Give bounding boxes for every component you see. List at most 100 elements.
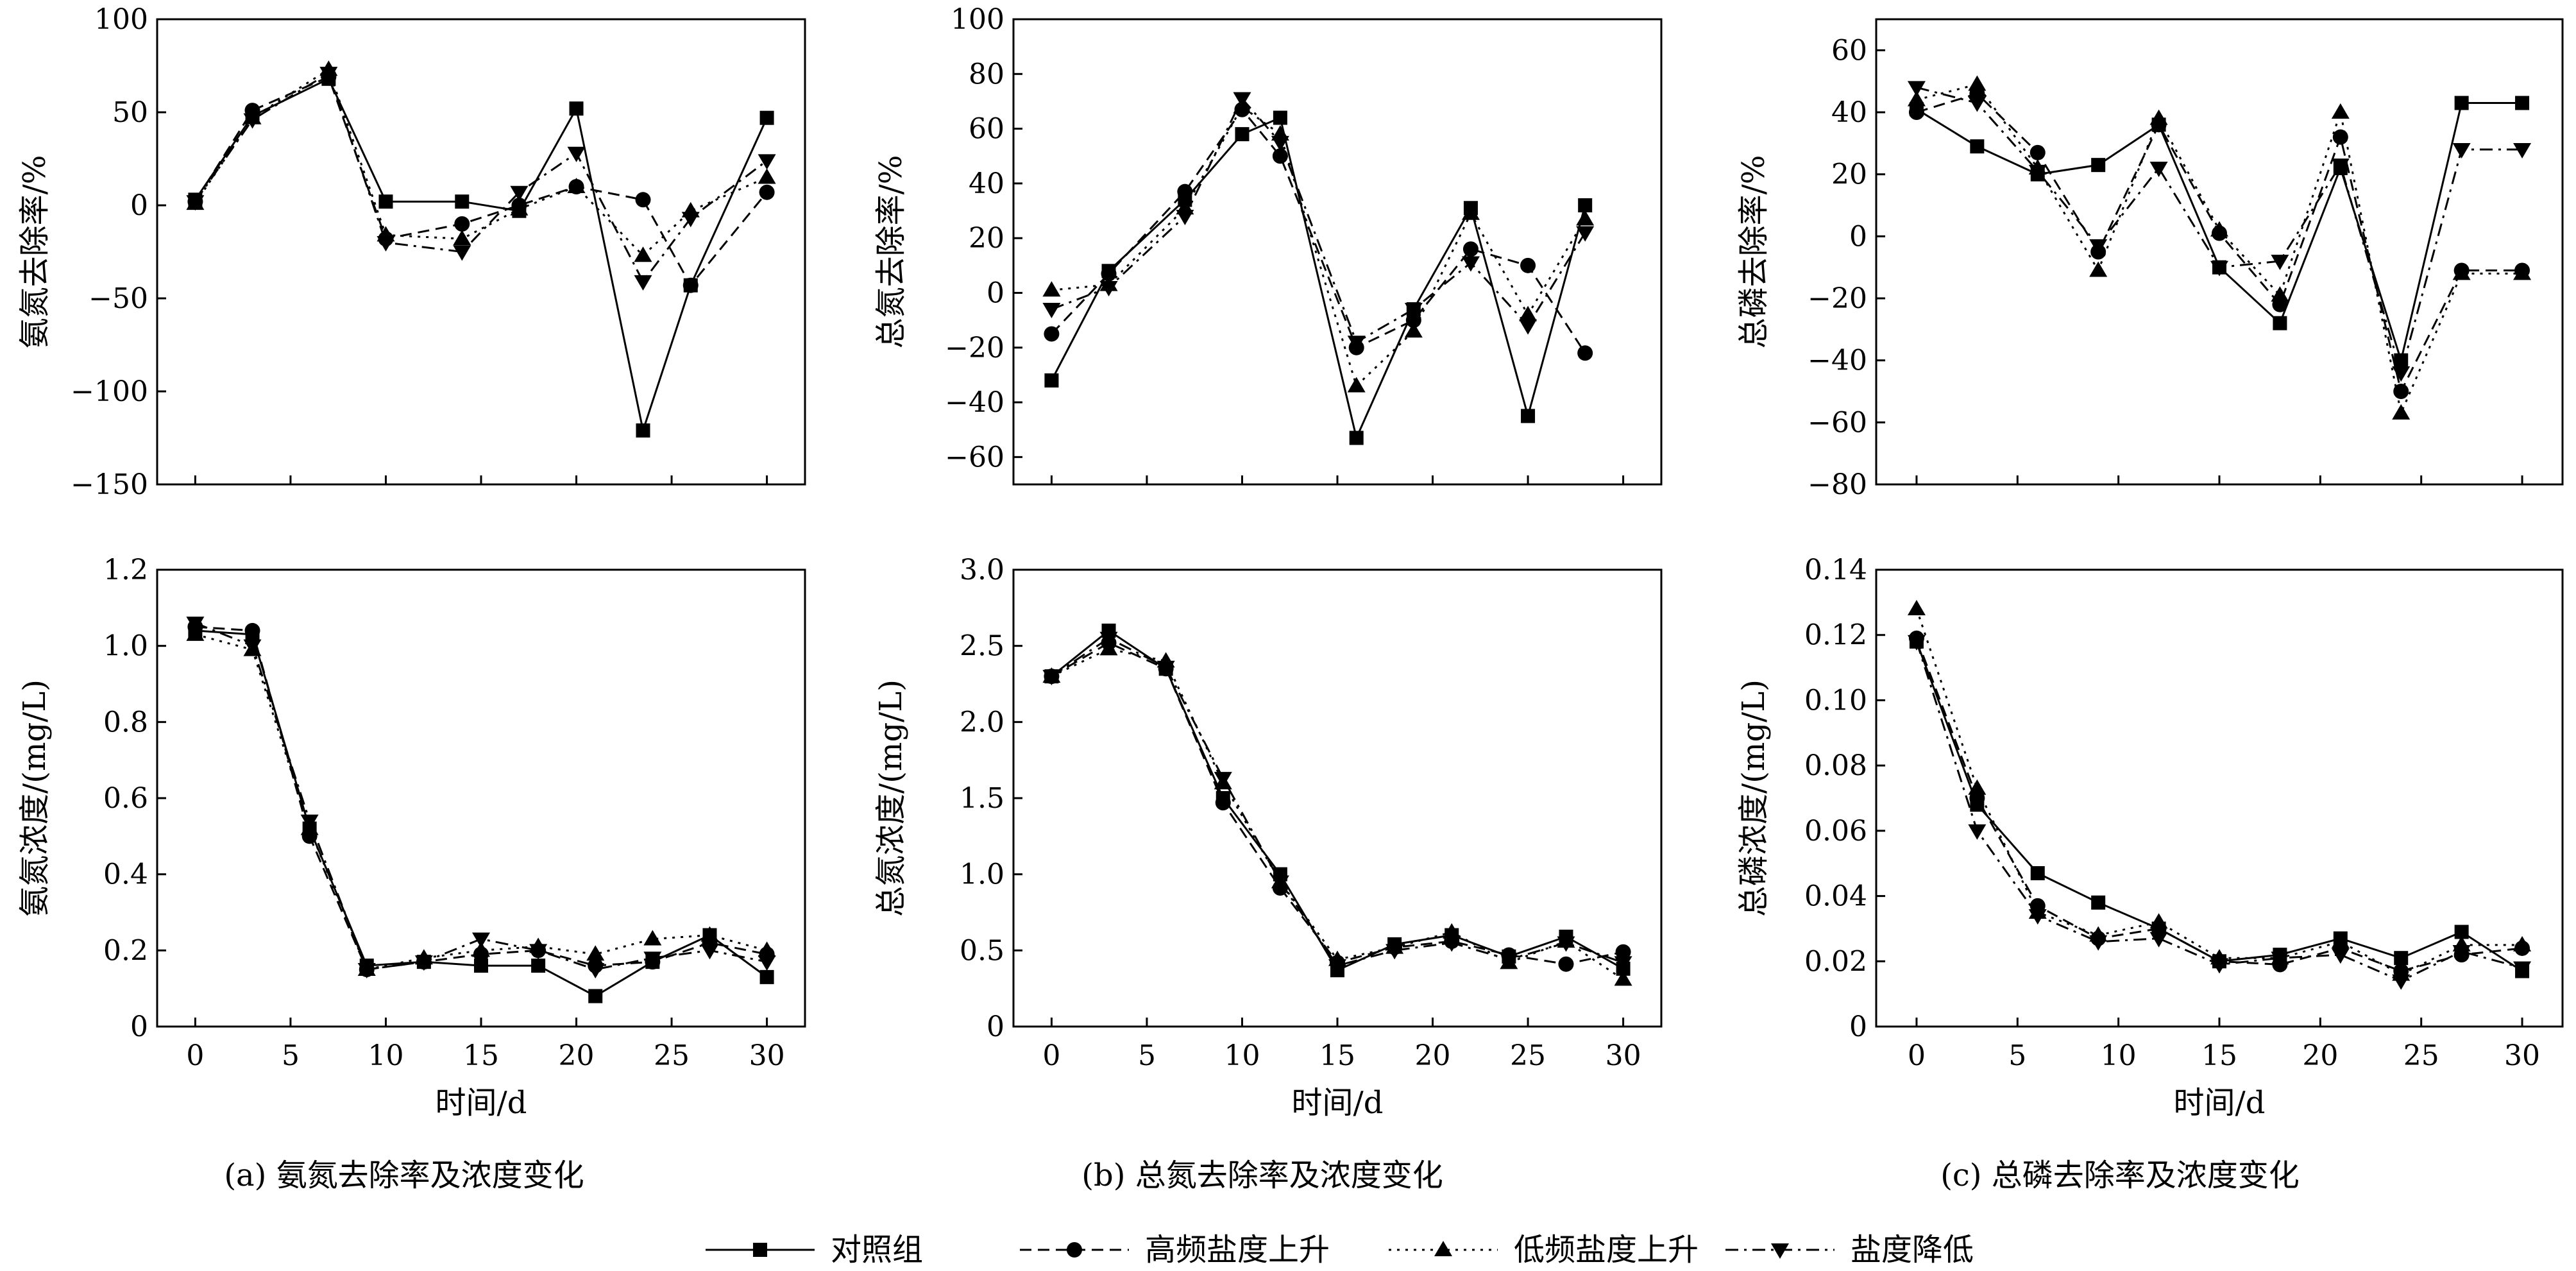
data-point: [759, 110, 774, 125]
data-point: [2393, 384, 2409, 399]
data-point: [2331, 948, 2350, 964]
y-tick-label: 3.0: [960, 554, 1004, 586]
series-line: [1051, 105, 1586, 388]
series-line: [1051, 116, 1586, 441]
data-point: [636, 423, 650, 438]
series-circle: [1044, 635, 1631, 972]
x-tick-label: 30: [1606, 1039, 1641, 1072]
data-point: [758, 168, 776, 184]
data-point: [1233, 92, 1251, 108]
data-point: [300, 814, 319, 830]
data-point: [472, 941, 490, 957]
x-tick-label: 5: [282, 1039, 300, 1072]
data-point: [1404, 322, 1423, 338]
data-point: [643, 951, 662, 968]
caption-a: (a) 氨氮去除率及浓度变化: [224, 1157, 584, 1193]
series-circle: [1044, 101, 1593, 361]
data-point: [2452, 945, 2471, 961]
data-point: [1272, 148, 1288, 164]
y-tick-label: −60: [945, 441, 1004, 473]
data-point: [1214, 772, 1232, 788]
data-point: [2029, 144, 2046, 160]
data-point: [1968, 75, 1987, 91]
data-point: [2271, 255, 2289, 270]
series-circle: [187, 69, 775, 293]
data-point: [635, 192, 651, 208]
data-point: [1044, 326, 1060, 342]
caption-b: (b) 总氮去除率及浓度变化: [1081, 1157, 1443, 1193]
data-point: [1908, 105, 1924, 120]
data-point: [1215, 795, 1231, 811]
series-square: [1044, 623, 1631, 978]
data-point: [758, 955, 776, 971]
data-point: [1500, 953, 1518, 969]
data-point: [1042, 303, 1061, 319]
data-point: [2392, 366, 2411, 382]
data-point: [186, 625, 205, 641]
data-point: [1577, 345, 1593, 361]
data-point: [1405, 312, 1421, 328]
y-tick-label: 0.8: [103, 706, 148, 738]
data-point: [2331, 103, 2350, 119]
y-tick-label: 0: [1849, 1011, 1867, 1043]
series-line: [1915, 641, 2523, 982]
data-point: [569, 101, 584, 116]
data-point: [2271, 951, 2289, 968]
series-triangle-down: [186, 617, 776, 978]
y-tick-label: 0: [130, 1011, 148, 1043]
legend-label: 对照组: [831, 1232, 923, 1268]
data-point: [1101, 266, 1117, 282]
series-circle: [1908, 630, 2530, 979]
y-tick-label: 0: [130, 189, 148, 222]
data-point: [1328, 959, 1346, 975]
data-point: [243, 113, 262, 129]
x-tick-label: 0: [1908, 1039, 1926, 1072]
data-point: [244, 622, 260, 638]
data-point: [1970, 139, 1985, 154]
data-point: [1614, 970, 1632, 986]
data-point: [2513, 143, 2532, 158]
data-point: [567, 178, 586, 193]
data-point: [472, 932, 490, 948]
series-line: [1916, 83, 2523, 416]
x-tick-label: 25: [2403, 1039, 2439, 1072]
legend-label: 盐度降低: [1851, 1232, 1974, 1268]
data-point: [1576, 226, 1595, 242]
data-point: [1907, 600, 1926, 616]
data-point: [700, 926, 719, 942]
data-point: [474, 959, 488, 973]
data-point: [1347, 377, 1366, 393]
data-point: [510, 200, 529, 216]
data-point: [1907, 81, 1926, 97]
panel-c-bottom: 0 0.02 0.04 0.06 0.08 0.10 0.12 0.14 0 5 10 15 20 25 3…: [1736, 554, 2564, 1121]
y-tick-label: −80: [1808, 468, 1867, 501]
y-tick-label: 1.5: [960, 782, 1004, 815]
data-point: [1557, 936, 1575, 952]
x-tick-label: 15: [463, 1039, 499, 1072]
data-point: [2089, 239, 2108, 255]
data-point: [1177, 183, 1193, 200]
series-square: [188, 71, 774, 438]
series-square: [1909, 634, 2530, 978]
data-point: [453, 230, 471, 246]
x-tick-label: 20: [2302, 1039, 2338, 1072]
data-point: [2149, 162, 2168, 177]
legend-item: 高频盐度上升: [1020, 1232, 1330, 1268]
series-triangle-up: [186, 60, 776, 262]
series-line: [194, 75, 768, 287]
y-tick-label: 0.2: [103, 934, 148, 967]
y-tick-label: 2.5: [960, 630, 1004, 663]
data-point: [1907, 635, 1926, 651]
data-point: [531, 959, 546, 973]
x-tick-label: 20: [559, 1039, 595, 1072]
data-point: [1271, 135, 1289, 151]
data-point: [2392, 974, 2411, 990]
data-point: [759, 969, 774, 984]
data-point: [2028, 164, 2047, 180]
x-tick-label: 10: [1224, 1039, 1260, 1072]
data-point: [2331, 932, 2350, 948]
data-point: [1347, 336, 1366, 352]
data-point: [1042, 670, 1061, 686]
data-point: [2513, 961, 2532, 977]
data-point: [357, 963, 376, 978]
